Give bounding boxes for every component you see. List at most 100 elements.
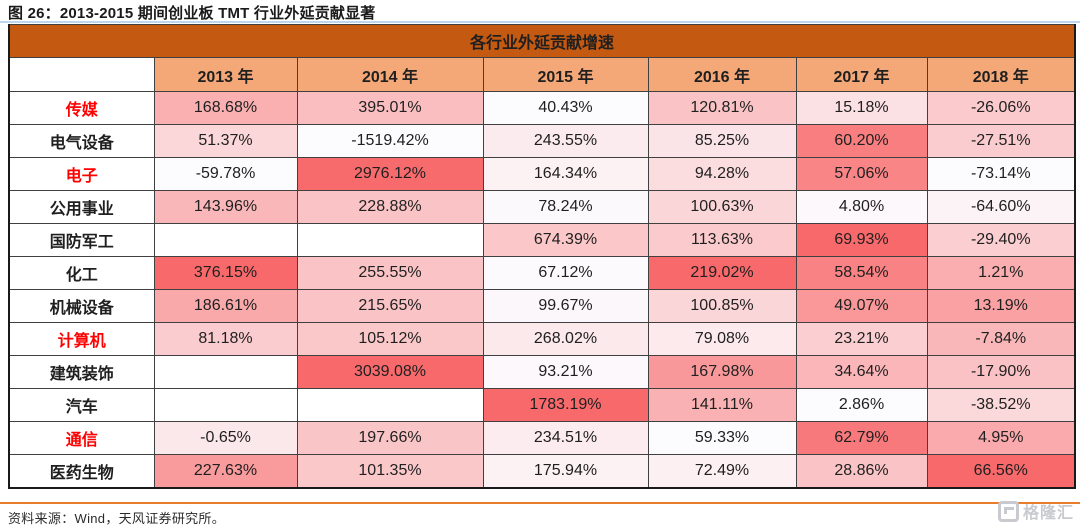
value-cell: 85.25% xyxy=(647,124,797,158)
industry-row: 医药生物 227.63% 101.35% 175.94% 72.49% 28.86% 66.… xyxy=(8,454,1076,489)
value-cell: 141.11% xyxy=(647,388,797,422)
value-cell xyxy=(296,388,484,422)
industry-row: 机械设备 186.61% 215.65% 99.67% 100.85% 49.07% 13.… xyxy=(8,289,1076,323)
value-cell: 66.56% xyxy=(926,454,1076,489)
industry-row: 化工 376.15% 255.55% 67.12% 219.02% 58.54% 1.21% xyxy=(8,256,1076,290)
industry-label: 公用事业 xyxy=(8,190,155,224)
industry-label: 电气设备 xyxy=(8,124,155,158)
year-header-row: 2013 年 2014 年 2015 年 2016 年 2017 年 2018 年 xyxy=(8,57,1076,92)
industry-label: 医药生物 xyxy=(8,454,155,489)
bottom-divider xyxy=(0,502,1080,504)
year-header-cell: 2015 年 xyxy=(482,57,649,92)
value-cell: 34.64% xyxy=(795,355,928,389)
value-cell: 99.67% xyxy=(482,289,649,323)
industry-label: 计算机 xyxy=(8,322,155,356)
value-cell: 78.24% xyxy=(482,190,649,224)
industry-label: 国防军工 xyxy=(8,223,155,257)
value-cell: 120.81% xyxy=(647,91,797,125)
year-header-cell: 2013 年 xyxy=(153,57,298,92)
value-cell: 113.63% xyxy=(647,223,797,257)
industry-label: 建筑装饰 xyxy=(8,355,155,389)
value-cell: 94.28% xyxy=(647,157,797,191)
industry-row: 建筑装饰 3039.08% 93.21% 167.98% 34.64% -17.90% xyxy=(8,355,1076,389)
value-cell: 197.66% xyxy=(296,421,484,455)
value-cell: -27.51% xyxy=(926,124,1076,158)
gelonghui-logo-text: 格隆汇 xyxy=(1022,505,1074,522)
value-cell xyxy=(296,223,484,257)
industry-label: 机械设备 xyxy=(8,289,155,323)
value-cell: 79.08% xyxy=(647,322,797,356)
value-cell: -29.40% xyxy=(926,223,1076,257)
value-cell: 228.88% xyxy=(296,190,484,224)
value-cell: 13.19% xyxy=(926,289,1076,323)
value-cell: 268.02% xyxy=(482,322,649,356)
value-cell: -38.52% xyxy=(926,388,1076,422)
value-cell: 60.20% xyxy=(795,124,928,158)
value-cell: 69.93% xyxy=(795,223,928,257)
value-cell: -59.78% xyxy=(153,157,298,191)
value-cell: 28.86% xyxy=(795,454,928,489)
industry-row: 汽车 1783.19% 141.11% 2.86% -38.52% xyxy=(8,388,1076,422)
value-cell: 167.98% xyxy=(647,355,797,389)
value-cell: 164.34% xyxy=(482,157,649,191)
year-header-cell: 2017 年 xyxy=(795,57,928,92)
gelonghui-icon xyxy=(997,500,1019,522)
industry-row: 国防军工 674.39% 113.63% 69.93% -29.40% xyxy=(8,223,1076,257)
table-title: 各行业外延贡献增速 xyxy=(8,24,1076,58)
top-divider xyxy=(0,21,1080,23)
value-cell: 3039.08% xyxy=(296,355,484,389)
value-cell: 234.51% xyxy=(482,421,649,455)
value-cell: 105.12% xyxy=(296,322,484,356)
value-cell: 59.33% xyxy=(647,421,797,455)
source-note: 资料来源：Wind，天风证券研究所。 xyxy=(8,511,226,526)
value-cell: 215.65% xyxy=(296,289,484,323)
value-cell: -7.84% xyxy=(926,322,1076,356)
value-cell: 1.21% xyxy=(926,256,1076,290)
value-cell xyxy=(153,355,298,389)
value-cell: 186.61% xyxy=(153,289,298,323)
value-cell: 67.12% xyxy=(482,256,649,290)
value-cell: 57.06% xyxy=(795,157,928,191)
value-cell: -17.90% xyxy=(926,355,1076,389)
value-cell: 4.80% xyxy=(795,190,928,224)
value-cell xyxy=(153,223,298,257)
industry-row: 公用事业 143.96% 228.88% 78.24% 100.63% 4.80% -64.… xyxy=(8,190,1076,224)
value-cell: 674.39% xyxy=(482,223,649,257)
value-cell: 4.95% xyxy=(926,421,1076,455)
year-header-cell: 2014 年 xyxy=(296,57,484,92)
value-cell: 23.21% xyxy=(795,322,928,356)
value-cell: 72.49% xyxy=(647,454,797,489)
value-cell: 1783.19% xyxy=(482,388,649,422)
table-title-row: 各行业外延贡献增速 xyxy=(8,24,1076,58)
value-cell: 219.02% xyxy=(647,256,797,290)
value-cell: 255.55% xyxy=(296,256,484,290)
industry-label: 通信 xyxy=(8,421,155,455)
value-cell: 2.86% xyxy=(795,388,928,422)
industry-label: 化工 xyxy=(8,256,155,290)
figure-title: 图 26：2013-2015 期间创业板 TMT 行业外延贡献显著 xyxy=(8,5,376,22)
value-cell: -73.14% xyxy=(926,157,1076,191)
value-cell: 49.07% xyxy=(795,289,928,323)
year-header-cell: 2018 年 xyxy=(926,57,1076,92)
industry-row: 电气设备 51.37% -1519.42% 243.55% 85.25% 60.20% -2… xyxy=(8,124,1076,158)
value-cell: 40.43% xyxy=(482,91,649,125)
value-cell: -26.06% xyxy=(926,91,1076,125)
value-cell: 227.63% xyxy=(153,454,298,489)
value-cell: 15.18% xyxy=(795,91,928,125)
industry-label: 汽车 xyxy=(8,388,155,422)
value-cell: 175.94% xyxy=(482,454,649,489)
value-cell: -0.65% xyxy=(153,421,298,455)
industry-label: 传媒 xyxy=(8,91,155,125)
value-cell: 101.35% xyxy=(296,454,484,489)
value-cell: 168.68% xyxy=(153,91,298,125)
year-header-cell: 2016 年 xyxy=(647,57,797,92)
value-cell: 376.15% xyxy=(153,256,298,290)
value-cell: 2976.12% xyxy=(296,157,484,191)
value-cell: 58.54% xyxy=(795,256,928,290)
value-cell: 62.79% xyxy=(795,421,928,455)
value-cell: 93.21% xyxy=(482,355,649,389)
value-cell: 243.55% xyxy=(482,124,649,158)
gelonghui-logo: 格隆汇 xyxy=(997,499,1074,523)
value-cell: 100.85% xyxy=(647,289,797,323)
value-cell: 100.63% xyxy=(647,190,797,224)
